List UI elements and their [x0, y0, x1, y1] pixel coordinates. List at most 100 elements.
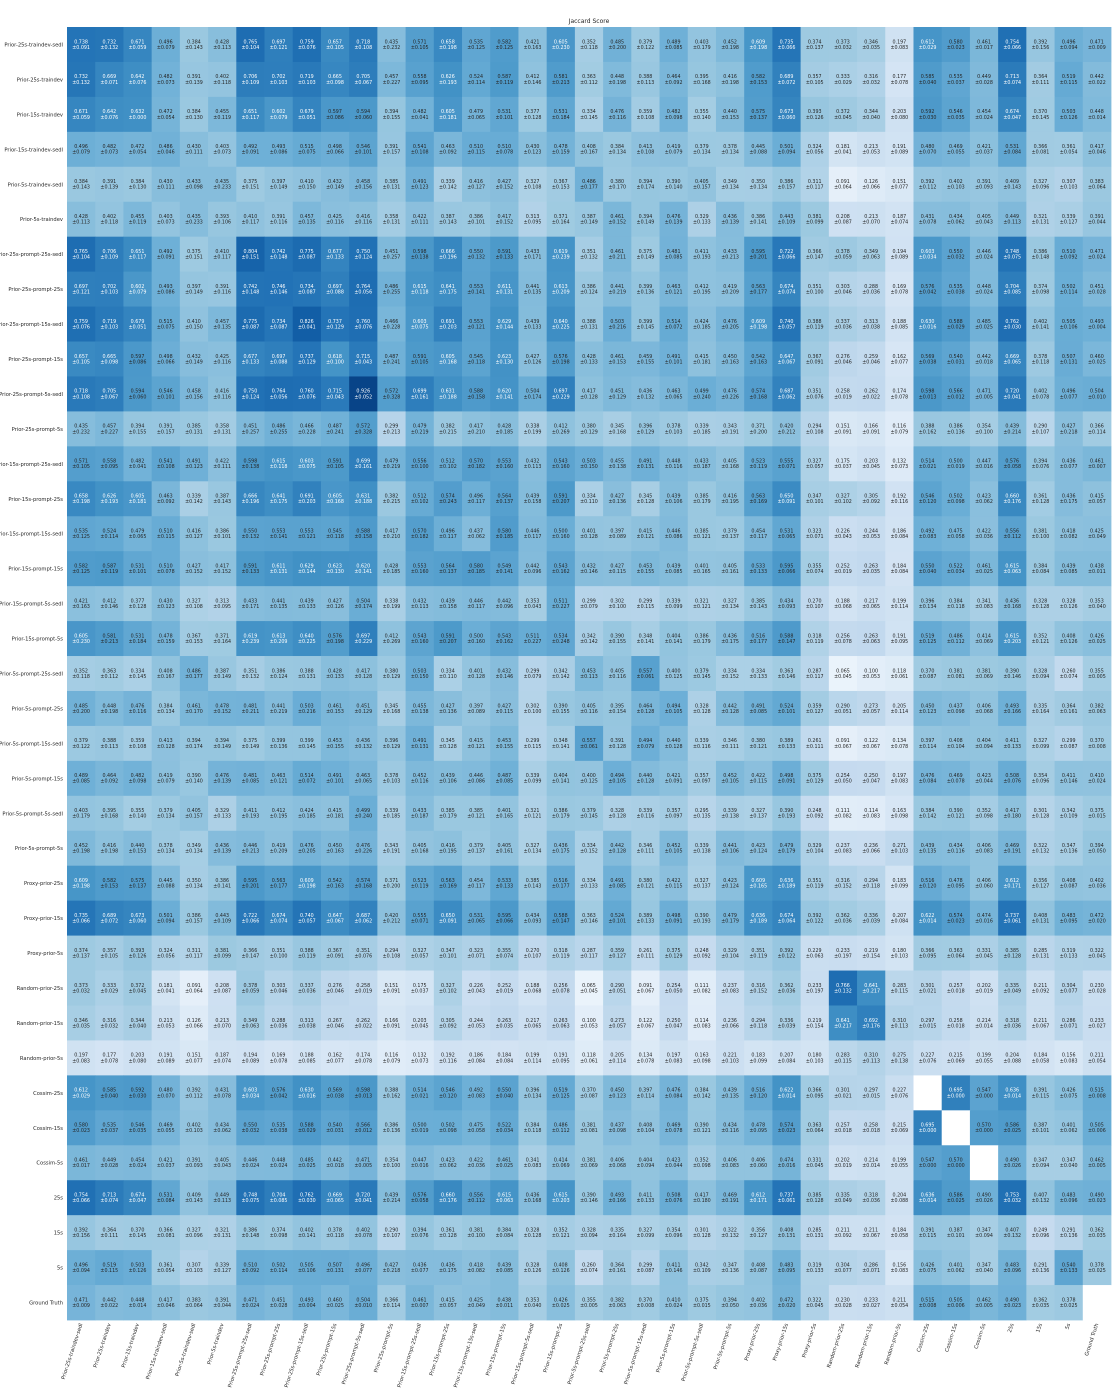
cell-mean-label: 0.443: [215, 913, 229, 919]
heatmap-cell-3-9: [292, 96, 322, 133]
cell-std-label: ±0.077: [890, 359, 908, 365]
heatmap-cell-14-25: [744, 481, 773, 517]
cell-mean-label: 0.483: [780, 1262, 794, 1268]
cell-mean-label: 0.091: [639, 983, 653, 989]
cell-std-label: ±0.069: [975, 674, 993, 680]
cell-mean-label: 0.352: [695, 1158, 709, 1164]
cell-std-label: ±0.041: [354, 1198, 372, 1204]
cell-mean-label: 0.406: [977, 843, 991, 849]
cell-std-label: ±0.022: [862, 394, 880, 400]
cell-std-label: ±0.179: [778, 849, 796, 855]
heatmap-cell-13-36: [1054, 446, 1084, 482]
cell-mean-label: 0.180: [808, 1053, 822, 1059]
cell-std-label: ±0.077: [185, 1058, 203, 1064]
heatmap-cell-3-36: [1054, 96, 1084, 133]
cell-std-label: ±0.046: [157, 150, 175, 156]
cell-mean-label: 0.359: [610, 948, 624, 954]
cell-std-label: ±0.116: [411, 779, 429, 785]
heatmap-cell-15-35: [1026, 516, 1055, 552]
cell-std-label: ±0.036: [1003, 1023, 1021, 1029]
cell-std-label: ±0.129: [383, 744, 401, 750]
cell-std-label: ±0.047: [1003, 115, 1021, 121]
cell-std-label: ±0.167: [580, 150, 598, 156]
cell-mean-label: 0.479: [723, 913, 737, 919]
cell-mean-label: 0.622: [780, 1088, 794, 1094]
cell-mean-label: 0.367: [808, 354, 822, 360]
cell-std-label: ±0.218: [383, 1268, 401, 1274]
heatmap-cell-14-19: [574, 481, 604, 517]
cell-mean-label: 0.511: [526, 633, 540, 639]
cell-mean-label: 0.479: [780, 843, 794, 849]
heatmap-cell-17-5: [179, 586, 209, 622]
cell-mean-label: 0.496: [159, 39, 173, 45]
cell-mean-label: 0.440: [639, 773, 653, 779]
heatmap-cell-13-5: [179, 446, 209, 482]
cell-mean-label: 0.324: [159, 948, 173, 954]
cell-std-label: ±0.032: [242, 1128, 260, 1134]
cell-mean-label: 0.386: [751, 214, 765, 220]
cell-mean-label: 0.439: [921, 843, 935, 849]
heatmap-cell-18-31: [913, 621, 943, 657]
cell-std-label: ±0.015: [1088, 814, 1106, 820]
cell-std-label: ±0.133: [1060, 1268, 1078, 1274]
cell-mean-label: 0.636: [1005, 1088, 1019, 1094]
heatmap-cell-10-34: [998, 341, 1027, 377]
cell-std-label: ±0.081: [157, 1233, 175, 1239]
heatmap-cell-12-4: [151, 411, 181, 447]
cell-mean-label: 0.414: [977, 633, 991, 639]
heatmap-cell-8-17: [518, 271, 548, 307]
cell-std-label: ±0.098: [270, 1233, 288, 1239]
cell-mean-label: 0.471: [356, 1158, 370, 1164]
heatmap-cell-4-34: [998, 131, 1027, 168]
cell-std-label: ±0.133: [495, 884, 513, 890]
cell-std-label: ±0.083: [975, 849, 993, 855]
cell-std-label: ±0.114: [100, 534, 118, 540]
cell-std-label: ±0.138: [411, 709, 429, 715]
cell-mean-label: 0.613: [554, 284, 568, 290]
cell-mean-label: 0.270: [808, 598, 822, 604]
cell-std-label: ±0.067: [637, 988, 655, 994]
heatmap-cell-16-1: [67, 551, 96, 587]
cell-mean-label: 0.550: [469, 249, 483, 255]
heatmap-cell-16-20: [603, 551, 632, 587]
cell-mean-label: 0.463: [441, 144, 455, 150]
cell-std-label: ±0.128: [637, 499, 655, 505]
cell-std-label: ±0.128: [806, 1198, 824, 1204]
cell-std-label: ±0.158: [467, 394, 485, 400]
cell-std-label: ±0.066: [1003, 45, 1021, 51]
cell-mean-label: 0.417: [385, 529, 399, 535]
cell-mean-label: 0.323: [808, 529, 822, 535]
cell-std-label: ±0.015: [919, 1023, 937, 1029]
cell-std-label: ±0.018: [326, 1163, 344, 1169]
cell-std-label: ±0.100: [383, 1163, 401, 1169]
cell-std-label: ±0.077: [1060, 464, 1078, 470]
heatmap-cell-12-36: [1054, 411, 1084, 447]
cell-mean-label: 0.364: [102, 1227, 116, 1233]
cell-std-label: ±0.196: [242, 499, 260, 505]
cell-mean-label: 0.454: [751, 529, 765, 535]
cell-mean-label: 0.388: [385, 1088, 399, 1094]
cell-mean-label: 0.450: [328, 843, 342, 849]
heatmap-cell-1-36: [1054, 27, 1084, 63]
cell-std-label: ±0.133: [298, 604, 316, 610]
cell-mean-label: 0.396: [385, 738, 399, 744]
cell-std-label: ±0.028: [1088, 988, 1106, 994]
cell-std-label: ±0.107: [806, 604, 824, 610]
cell-std-label: ±0.069: [975, 639, 993, 645]
heatmap-cell-19-2: [95, 656, 124, 692]
cell-std-label: ±0.035: [129, 1128, 147, 1134]
cell-mean-label: 0.327: [441, 983, 455, 989]
heatmap-cell-16-30: [885, 551, 914, 587]
cell-mean-label: 0.321: [526, 808, 540, 814]
heatmap-cell-5-20: [603, 166, 632, 203]
cell-std-label: ±0.131: [580, 324, 598, 330]
cell-std-label: ±0.116: [354, 220, 372, 226]
cell-mean-label: 0.433: [695, 459, 709, 465]
cell-mean-label: 0.421: [526, 39, 540, 45]
cell-std-label: ±0.000: [919, 1128, 937, 1134]
cell-mean-label: 0.449: [1005, 214, 1019, 220]
cell-std-label: ±0.169: [439, 884, 457, 890]
cell-mean-label: 0.592: [131, 1088, 145, 1094]
heatmap-cell-5-32: [941, 166, 971, 203]
heatmap-cell-13-27: [800, 446, 830, 482]
